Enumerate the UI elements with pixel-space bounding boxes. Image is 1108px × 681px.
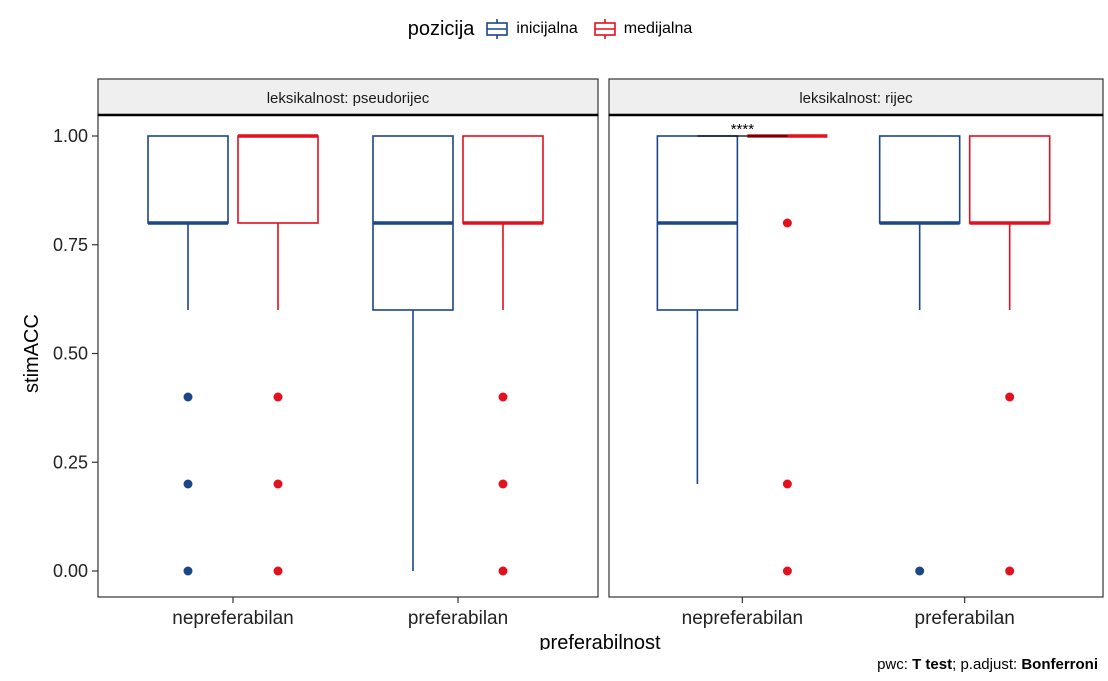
box-body (237, 135, 319, 224)
caption-adjust-value: Bonferroni (1021, 656, 1098, 673)
outlier-point (183, 566, 193, 576)
box-nepreferabilan-medijalna (237, 134, 319, 576)
facet-strip-label: leksikalnost: pseudorijec (267, 90, 430, 107)
significance-label: **** (731, 121, 755, 138)
outlier-point (498, 392, 508, 402)
box-body (968, 135, 1051, 224)
legend-label-medijalna: medijalna (623, 20, 693, 37)
outlier-point (498, 479, 508, 489)
legend-key-medijalna (593, 19, 616, 39)
outlier-point (273, 566, 283, 576)
x-tick-label: nepreferabilan (682, 608, 803, 629)
outlier-point (915, 566, 925, 576)
legend-title: pozicija (407, 17, 475, 40)
caption-pwc-prefix: pwc: (877, 656, 913, 673)
facet-strip-label: leksikalnost: rijec (799, 90, 913, 107)
outlier-point (782, 479, 792, 489)
box-preferabilan-medijalna (968, 135, 1051, 576)
box-body (462, 135, 544, 224)
outlier-point (498, 566, 508, 576)
box-nepreferabilan-medijalna (747, 134, 828, 576)
caption-pwc-value: T test (912, 656, 953, 673)
box-preferabilan-inicijalna (878, 135, 961, 576)
facet-strip (97, 78, 599, 116)
caption: pwc: T test; p.adjust: Bonferroni (877, 656, 1098, 673)
outlier-point (1005, 566, 1015, 576)
outlier-point (1005, 392, 1015, 402)
chart: 0.00 0.25 0.50 0.75 1.00 stimACC preferabilnos… (21, 78, 1104, 650)
outlier-point (782, 566, 792, 576)
outlier-point (273, 392, 283, 402)
legend-item-medijalna: medijalna (592, 18, 692, 40)
x-tick-label: nepreferabilan (172, 608, 293, 629)
outlier-point (782, 218, 792, 228)
y-tick-label: 1.00 (53, 126, 88, 146)
legend-label-inicijalna: inicijalna (516, 20, 578, 37)
box-preferabilan-medijalna (462, 135, 544, 576)
outlier-point (183, 479, 193, 489)
x-tick-label: preferabilan (915, 608, 1015, 629)
y-tick-label: 0.50 (53, 344, 88, 364)
caption-sep: ; p.adjust: (952, 656, 1022, 673)
outlier-point (273, 479, 283, 489)
box-preferabilan-inicijalna (372, 135, 454, 571)
legend-key-inicijalna (486, 19, 509, 39)
box-body (147, 135, 229, 224)
box-body (878, 135, 961, 224)
box-nepreferabilan-inicijalna (147, 135, 229, 576)
y-tick-label: 0.25 (53, 452, 88, 472)
y-axis-title: stimACC (21, 314, 43, 393)
outlier-point (183, 392, 193, 402)
y-tick-label: 0.75 (53, 235, 88, 255)
x-axis-title: preferabilnost (539, 632, 661, 650)
legend: pozicija inicijalna medijalna (0, 14, 1108, 44)
y-tick-label: 0.00 (53, 561, 88, 581)
box-nepreferabilan-inicijalna (656, 135, 739, 484)
x-tick-label: preferabilan (408, 608, 508, 629)
legend-item-inicijalna: inicijalna (484, 18, 578, 40)
